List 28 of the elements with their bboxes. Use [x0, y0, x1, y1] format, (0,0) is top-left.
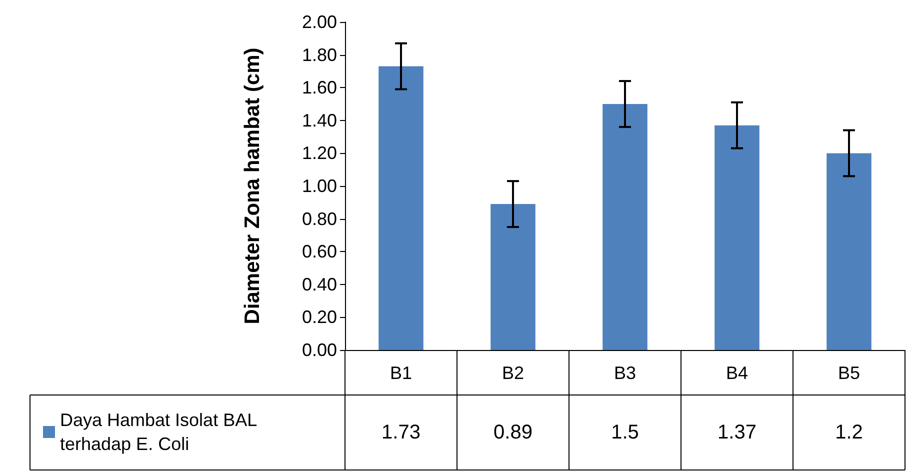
y-tick-label: 0.40 — [302, 274, 337, 294]
y-tick-label: 1.60 — [302, 78, 337, 98]
y-tick-label: 2.00 — [302, 12, 337, 32]
data-label: 0.89 — [494, 422, 532, 444]
data-label: 1.73 — [382, 422, 420, 444]
y-tick-label: 1.80 — [302, 44, 337, 65]
y-tick-label: 1.40 — [302, 110, 337, 130]
bar — [714, 125, 760, 350]
x-tick-label: B3 — [614, 363, 636, 383]
y-tick-label: 1.00 — [302, 176, 337, 196]
y-tick-label: 0.20 — [302, 307, 337, 328]
bar — [490, 204, 536, 350]
legend-label: Daya Hambat Isolat BAL terhadap E. Coli — [60, 410, 262, 454]
data-label: 1.5 — [611, 422, 639, 444]
bar — [826, 153, 872, 350]
y-axis-title: Diameter Zona hambat (cm) — [241, 48, 264, 324]
y-tick-label: 0.00 — [302, 340, 337, 360]
y-tick-label: 0.60 — [302, 242, 337, 262]
bar — [378, 66, 424, 350]
x-tick-label: B5 — [838, 363, 860, 383]
y-tick-label: 0.80 — [302, 208, 337, 229]
data-label: 1.2 — [835, 422, 863, 444]
bar — [602, 104, 648, 350]
x-tick-label: B4 — [726, 363, 748, 383]
x-tick-label: B1 — [390, 363, 412, 383]
y-tick-label: 1.20 — [302, 143, 337, 164]
x-tick-label: B2 — [502, 363, 524, 383]
data-label: 1.37 — [718, 422, 756, 444]
